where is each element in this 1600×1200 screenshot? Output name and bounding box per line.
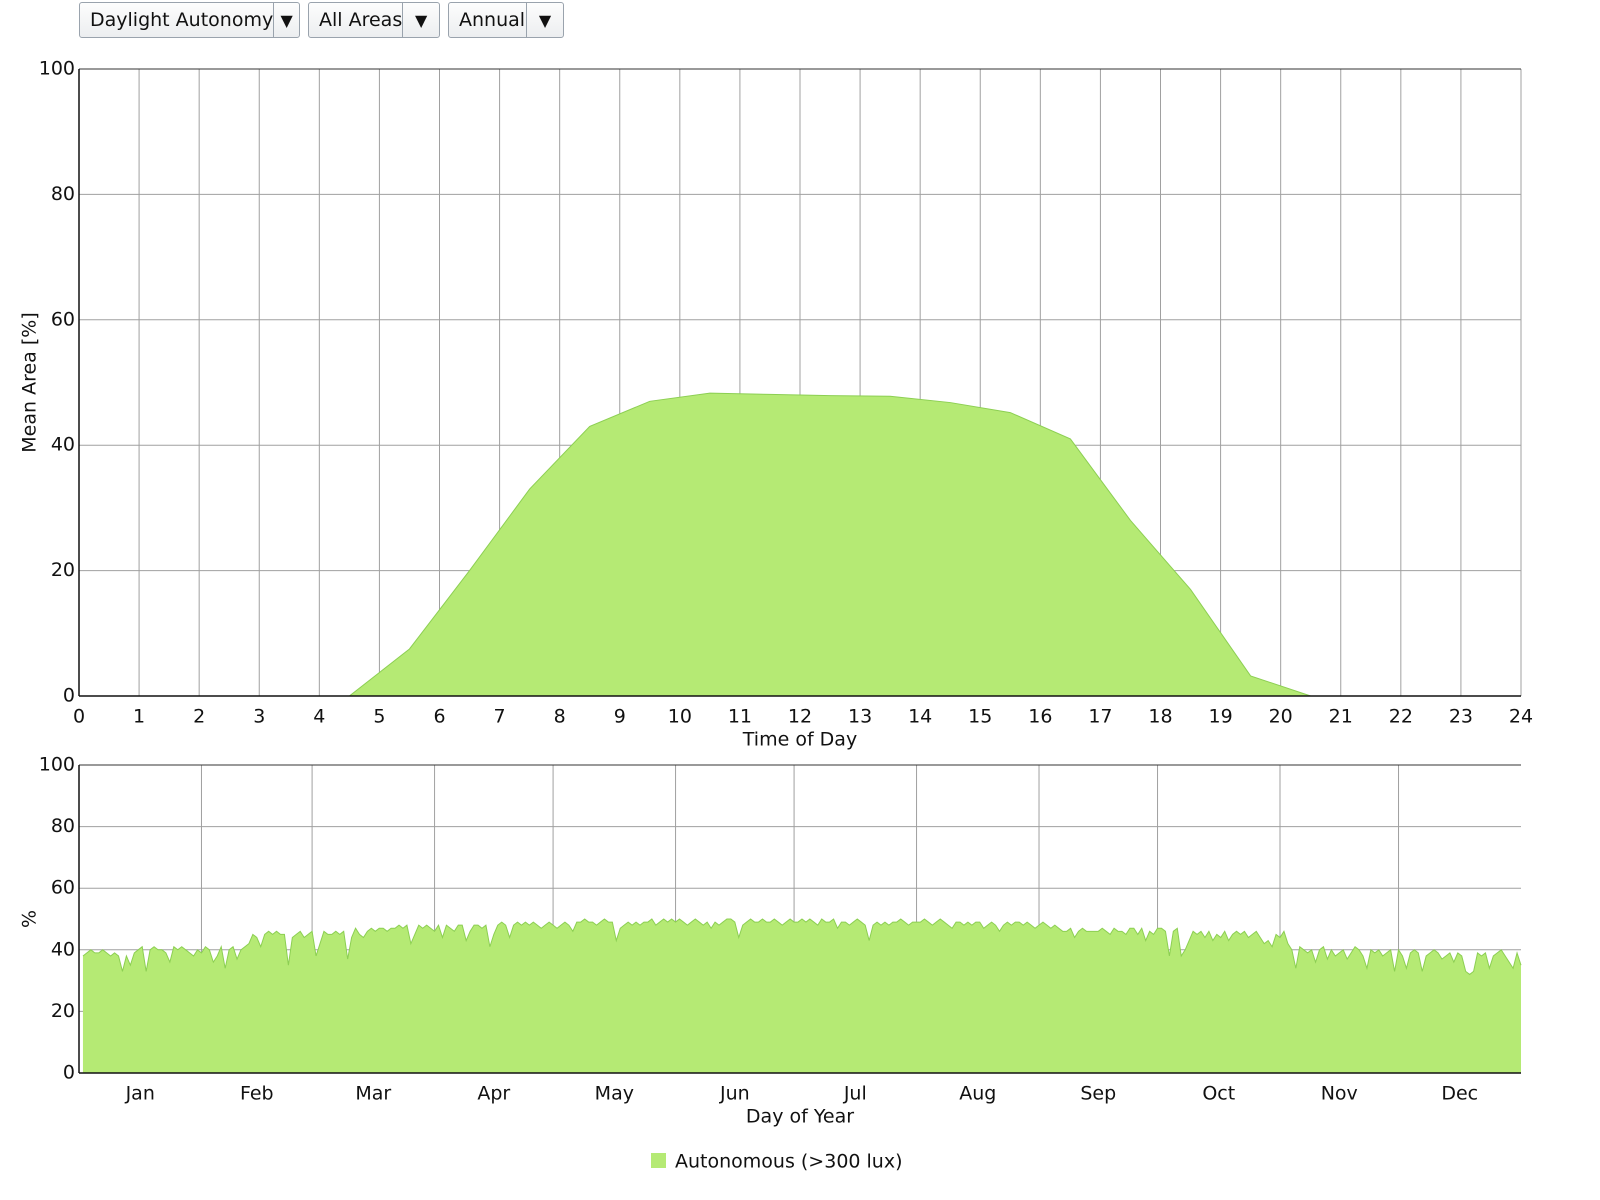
x-axis-label: Day of Year — [746, 1106, 854, 1128]
y-tick-label: 20 — [51, 1000, 75, 1022]
x-tick-label: Nov — [1321, 1083, 1358, 1105]
x-tick-label: 24 — [1509, 706, 1533, 728]
dropdown-text: All Areas — [319, 9, 403, 31]
x-tick-label: Feb — [240, 1083, 274, 1105]
y-tick-label: 80 — [51, 183, 75, 205]
dropdown-text: Annual — [459, 9, 526, 31]
y-tick-label: 0 — [63, 1062, 75, 1084]
area-line — [82, 918, 1522, 976]
x-tick-label: Jan — [125, 1083, 155, 1105]
legend-swatch — [651, 1153, 666, 1168]
x-tick-label: 10 — [668, 706, 692, 728]
y-tick-label: 40 — [51, 938, 75, 960]
y-tick-label: 40 — [51, 434, 75, 456]
y-tick-label: 60 — [51, 308, 75, 330]
x-tick-label: 2 — [193, 706, 205, 728]
x-axis-label: Time of Day — [742, 729, 857, 751]
period-dropdown[interactable]: Annual ▼ — [448, 2, 564, 38]
area-dropdown[interactable]: All Areas ▼ — [308, 2, 440, 38]
y-tick-label: 80 — [51, 815, 75, 837]
x-tick-label: 20 — [1269, 706, 1293, 728]
x-tick-label: 7 — [494, 706, 506, 728]
x-tick-label: Dec — [1441, 1083, 1478, 1105]
dropdown-arrow[interactable]: ▼ — [273, 3, 299, 37]
dropdown-arrow[interactable]: ▼ — [402, 3, 439, 37]
dropdown-arrow[interactable]: ▼ — [526, 3, 563, 37]
x-tick-label: 14 — [908, 706, 932, 728]
x-tick-label: 15 — [968, 706, 992, 728]
metric-dropdown[interactable]: Daylight Autonomy ▼ — [79, 2, 300, 38]
x-tick-label: Apr — [477, 1083, 510, 1105]
x-tick-label: 8 — [554, 706, 566, 728]
x-tick-label: 23 — [1449, 706, 1473, 728]
x-tick-label: Mar — [355, 1083, 391, 1105]
x-tick-label: 17 — [1088, 706, 1112, 728]
x-tick-label: 4 — [313, 706, 325, 728]
x-tick-label: 9 — [614, 706, 626, 728]
x-tick-label: 5 — [373, 706, 385, 728]
area-fill — [82, 919, 1522, 1073]
x-tick-label: May — [595, 1083, 634, 1105]
area-fill — [109, 393, 1491, 696]
x-tick-label: 1 — [133, 706, 145, 728]
x-tick-label: 22 — [1389, 706, 1413, 728]
dropdown-text: Daylight Autonomy — [90, 9, 274, 31]
y-tick-label: 100 — [39, 58, 75, 80]
x-tick-label: 19 — [1208, 706, 1232, 728]
x-tick-label: Oct — [1202, 1083, 1235, 1105]
x-tick-label: 12 — [788, 706, 812, 728]
x-tick-label: 13 — [848, 706, 872, 728]
x-tick-label: Aug — [959, 1083, 996, 1105]
x-tick-label: 16 — [1028, 706, 1052, 728]
x-tick-label: 0 — [73, 706, 85, 728]
y-tick-label: 60 — [51, 877, 75, 899]
x-tick-label: 6 — [433, 706, 445, 728]
x-tick-label: 21 — [1329, 706, 1353, 728]
legend-label: Autonomous (>300 lux) — [675, 1151, 903, 1173]
x-tick-label: 18 — [1148, 706, 1172, 728]
x-tick-label: Jul — [843, 1083, 867, 1105]
x-tick-label: 3 — [253, 706, 265, 728]
y-tick-label: 100 — [39, 754, 75, 776]
y-axis-label: Mean Area [%] — [19, 312, 41, 452]
y-axis-label: % — [19, 910, 41, 928]
x-tick-label: 11 — [728, 706, 752, 728]
x-tick-label: Sep — [1080, 1083, 1116, 1105]
x-tick-label: Jun — [719, 1083, 750, 1105]
y-tick-label: 20 — [51, 559, 75, 581]
y-tick-label: 0 — [63, 685, 75, 707]
